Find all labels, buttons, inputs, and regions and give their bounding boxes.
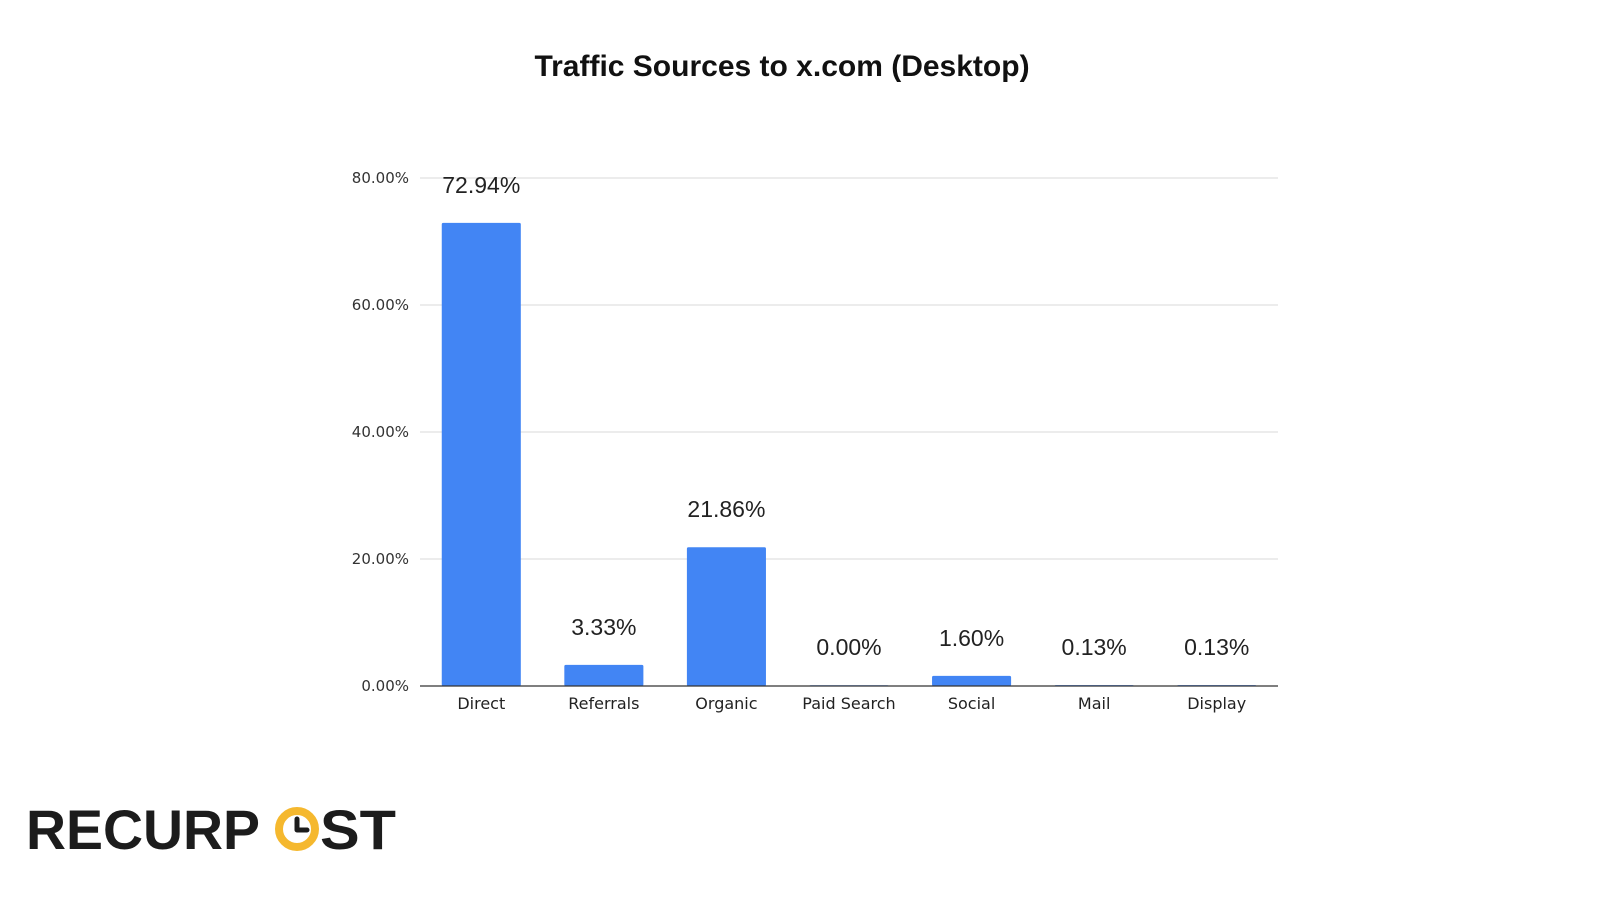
x-tick-label: Social — [948, 694, 995, 713]
x-tick-label: Paid Search — [802, 694, 895, 713]
y-tick-label: 80.00% — [352, 169, 409, 187]
data-label: 1.60% — [939, 625, 1004, 651]
y-tick-label: 60.00% — [352, 296, 409, 314]
recurpost-logo: RECURP ST — [26, 798, 396, 861]
x-tick-label: Direct — [457, 694, 505, 713]
x-tick-label: Display — [1187, 694, 1246, 713]
x-axis-ticks: Direct Referrals Organic Paid Search Social M… — [457, 694, 1246, 713]
logo-text-part2: ST — [320, 798, 396, 861]
data-label: 0.13% — [1062, 634, 1127, 660]
y-tick-label: 0.00% — [361, 677, 409, 695]
data-label: 3.33% — [571, 614, 636, 640]
data-labels: 72.94% 3.33% 21.86% 0.00% 1.60% 0.13% 0.13% — [442, 172, 1249, 660]
logo-text-part1: RECURP — [26, 798, 260, 861]
bars — [441, 222, 1257, 686]
data-label: 72.94% — [442, 172, 520, 198]
x-tick-label: Organic — [695, 694, 757, 713]
y-tick-label: 20.00% — [352, 550, 409, 568]
data-label: 0.13% — [1184, 634, 1249, 660]
bar — [686, 547, 766, 686]
gridlines — [420, 177, 1278, 560]
x-tick-label: Referrals — [568, 694, 639, 713]
clock-icon — [275, 807, 319, 851]
y-axis-ticks: 0.00% 20.00% 40.00% 60.00% 80.00% — [352, 169, 409, 695]
y-tick-label: 40.00% — [352, 423, 409, 441]
bar — [932, 675, 1012, 686]
data-label: 0.00% — [816, 634, 881, 660]
x-tick-label: Mail — [1078, 694, 1111, 713]
data-label: 21.86% — [687, 496, 765, 522]
bar — [564, 664, 644, 686]
bar — [441, 222, 521, 686]
chart-title: Traffic Sources to x.com (Desktop) — [534, 50, 1029, 83]
